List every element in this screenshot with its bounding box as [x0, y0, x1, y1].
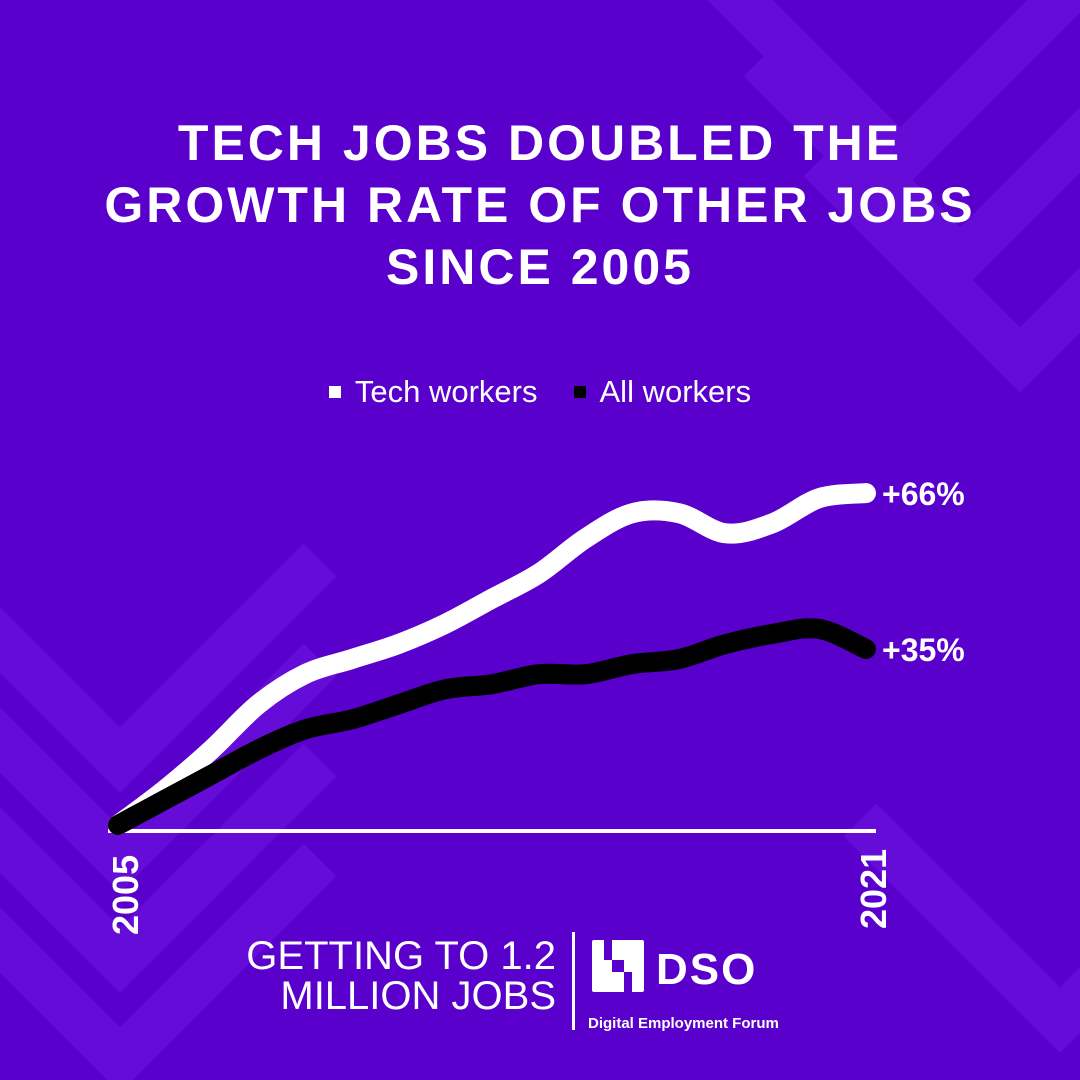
legend-swatch-tech [328, 386, 341, 398]
end-label-all: +35% [882, 632, 965, 668]
legend-label-all: All workers [599, 374, 752, 409]
logo-wordmark: DSO [656, 945, 757, 994]
legend-item-all: All workers [573, 374, 752, 410]
tagline-line-2: MILLION JOBS [280, 974, 556, 1018]
chart-title: TECH JOBS DOUBLED THE GROWTH RATE OF OTH… [0, 112, 1080, 298]
x-tick-label-2005: 2005 [105, 855, 146, 935]
chart-legend: Tech workers All workers [0, 374, 1080, 410]
organization-name: Digital Employment Forum [588, 1015, 779, 1032]
end-label-tech: +66% [882, 476, 965, 512]
footer-divider [572, 932, 575, 1030]
title-line-1: TECH JOBS DOUBLED THE [177, 115, 903, 171]
campaign-tagline: GETTING TO 1.2 MILLION JOBS [200, 936, 556, 1016]
legend-swatch-all [573, 386, 586, 398]
legend-item-tech: Tech workers [328, 374, 538, 410]
x-tick-label-2021: 2021 [853, 849, 894, 929]
legend-label-tech: Tech workers [354, 374, 538, 409]
title-line-3: SINCE 2005 [386, 239, 694, 295]
series-line-all [108, 618, 876, 835]
dso-logo: DSO [592, 940, 757, 994]
tagline-line-1: GETTING TO 1.2 [246, 934, 556, 978]
logo-mark-icon [592, 940, 644, 992]
title-line-2: GROWTH RATE OF OTHER JOBS [104, 177, 976, 233]
series-line-tech [108, 483, 876, 835]
